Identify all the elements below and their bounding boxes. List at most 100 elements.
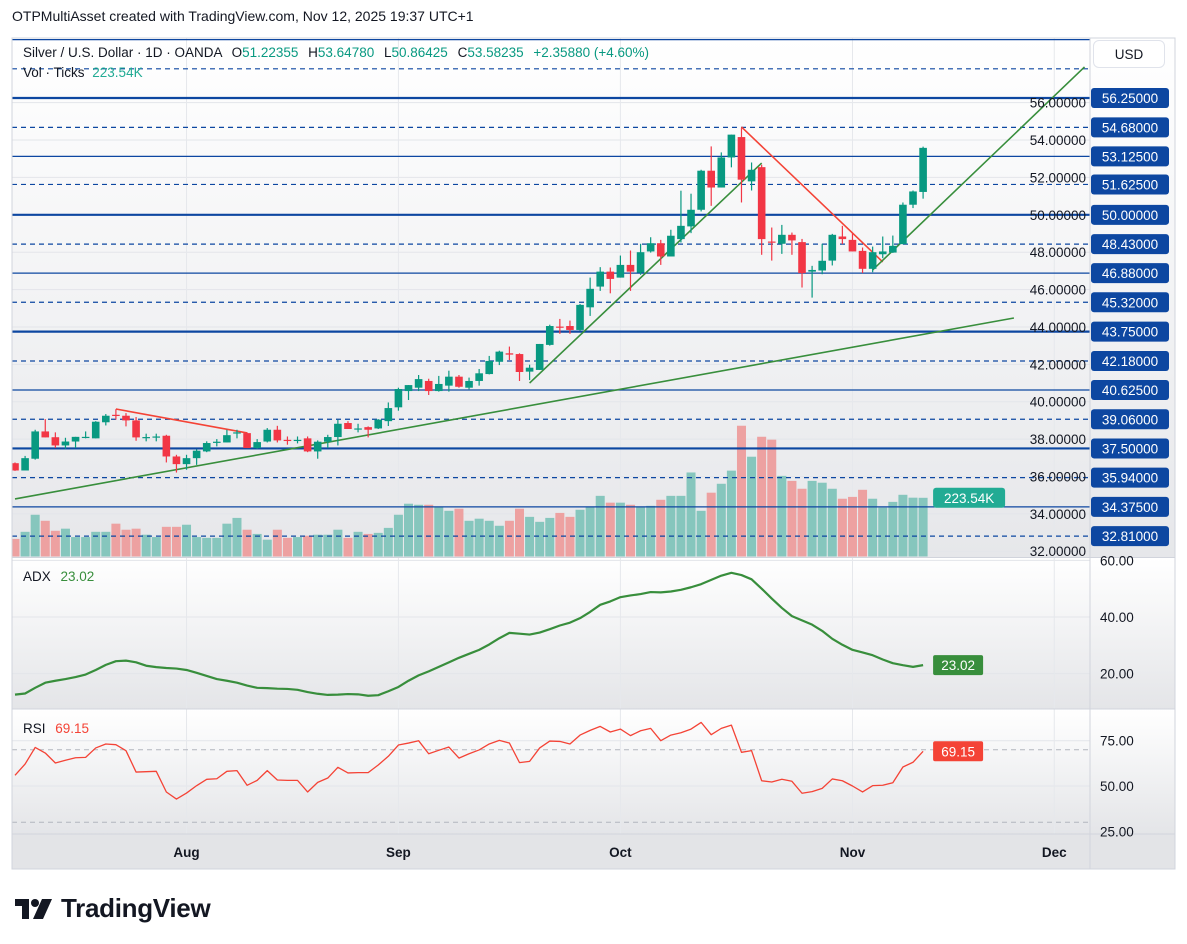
adx-pane[interactable] [12, 558, 1175, 709]
price-level-label[interactable]: 40.62500 [1102, 383, 1158, 398]
price-level-label-bg[interactable] [1091, 380, 1169, 401]
volume-bar [585, 506, 595, 557]
time-axis-labels: Aug Sep Oct Nov Dec [173, 845, 1067, 860]
volume-bar [474, 518, 484, 557]
volume-bar [363, 533, 373, 557]
candle [687, 193, 695, 234]
candle-body [566, 326, 574, 330]
price-level-label[interactable]: 45.32000 [1102, 295, 1158, 310]
price-level-label-bg[interactable] [1091, 88, 1169, 108]
candle-body [778, 234, 786, 244]
candle-body [818, 260, 826, 271]
price-level-label[interactable]: 46.88000 [1102, 266, 1158, 281]
candle-body [727, 134, 736, 158]
currency-button[interactable]: USD [1093, 40, 1165, 68]
rsi-legend[interactable]: RSI 69.15 [23, 721, 89, 736]
candle [818, 243, 826, 275]
price-level-label-bg[interactable] [1091, 526, 1169, 547]
price-level-label-bg[interactable] [1091, 146, 1169, 167]
trendline-green[interactable] [14, 317, 1015, 500]
volume-bar [858, 489, 868, 557]
volume-bar [908, 497, 918, 557]
volume-bar [454, 508, 464, 557]
price-level-label[interactable]: 56.25000 [1102, 91, 1158, 106]
price-level-label[interactable]: 43.75000 [1102, 325, 1158, 340]
price-level-label-bg[interactable] [1091, 117, 1169, 138]
price-level-label-bg[interactable] [1091, 234, 1169, 255]
adx-tick-label: 20.00 [1100, 667, 1134, 682]
candle-body [91, 421, 100, 439]
time-axis[interactable] [12, 834, 1175, 869]
price-level-label-bg[interactable] [1091, 174, 1169, 195]
candle [434, 375, 443, 392]
volume-bar [81, 537, 91, 557]
trendline-green[interactable] [872, 66, 1086, 271]
price-level-label-bg[interactable] [1091, 350, 1169, 371]
volume-bar [847, 496, 857, 557]
adx-last-label-bg [933, 655, 984, 676]
price-level-label[interactable]: 54.68000 [1102, 120, 1158, 135]
tradingview-logo[interactable]: TradingView [15, 893, 211, 924]
rsi-pane[interactable] [12, 709, 1175, 834]
price-level-label[interactable]: 32.81000 [1102, 529, 1158, 544]
price-level-label[interactable]: 34.37500 [1102, 500, 1158, 515]
candle [495, 350, 504, 366]
price-level-label-bg[interactable] [1091, 467, 1169, 488]
candle-body [636, 252, 645, 273]
price-plot [12, 39, 1090, 557]
symbol-legend[interactable]: Silver / U.S. Dollar · 1D · OANDA O51.22… [23, 45, 649, 60]
price-level-label-bg[interactable] [1091, 204, 1169, 225]
candle [515, 353, 524, 381]
price-level-label[interactable]: 42.18000 [1102, 354, 1158, 369]
price-level-label[interactable]: 37.50000 [1102, 441, 1158, 456]
candle-body [808, 269, 816, 272]
price-tick-label: 48.00000 [1030, 245, 1086, 260]
volume-bar [293, 537, 303, 557]
price-level-label[interactable]: 53.12500 [1102, 149, 1158, 164]
price-tick-label: 42.00000 [1030, 357, 1086, 372]
symbol-title[interactable]: Silver / U.S. Dollar · 1D · OANDA [23, 45, 222, 60]
price-level-label[interactable]: 50.00000 [1102, 208, 1158, 223]
trendlines [14, 66, 1086, 500]
candle-body [545, 326, 554, 345]
candle [263, 428, 272, 443]
price-axis[interactable]: 32.00000 34.00000 36.00000 38.00000 40.00000… [933, 88, 1169, 839]
time-label-sep: Sep [386, 845, 411, 860]
candle-body [293, 439, 302, 442]
candle-body [21, 458, 29, 471]
candle-body [475, 373, 483, 381]
candle-body [909, 191, 917, 205]
price-level-label[interactable]: 39.06000 [1102, 412, 1158, 427]
volume-label: Vol · Ticks [23, 65, 85, 80]
volume-bar [40, 520, 50, 557]
price-level-label-bg[interactable] [1091, 438, 1169, 459]
volume-bar [393, 514, 403, 557]
price-level-label-bg[interactable] [1091, 409, 1169, 430]
candle-body [626, 264, 635, 272]
price-level-label-bg[interactable] [1091, 292, 1169, 313]
trendline-red[interactable] [740, 126, 884, 263]
candle [505, 346, 514, 361]
candle [142, 433, 150, 442]
price-level-label[interactable]: 51.62500 [1102, 177, 1158, 192]
trendline-red[interactable] [115, 408, 248, 434]
volume-bar [333, 529, 343, 557]
volume-bar [232, 517, 242, 557]
price-level-label[interactable]: 35.94000 [1102, 471, 1158, 486]
candle [596, 267, 605, 291]
price-level-label[interactable]: 48.43000 [1102, 237, 1158, 252]
candle [323, 434, 332, 449]
candle-body [485, 360, 494, 375]
volume-bar [272, 529, 282, 557]
price-level-label-bg[interactable] [1091, 321, 1169, 342]
volume-bar [736, 425, 746, 557]
price-level-label-bg[interactable] [1091, 496, 1169, 517]
price-level-label-bg[interactable] [1091, 263, 1169, 284]
volume-last-label-bg [933, 487, 1006, 508]
candle-body [434, 383, 443, 392]
adx-legend[interactable]: ADX 23.02 [23, 569, 94, 584]
candle-body [334, 423, 342, 438]
trendline-green[interactable] [529, 162, 763, 384]
volume-legend[interactable]: Vol · Ticks 223.54K [23, 65, 143, 80]
